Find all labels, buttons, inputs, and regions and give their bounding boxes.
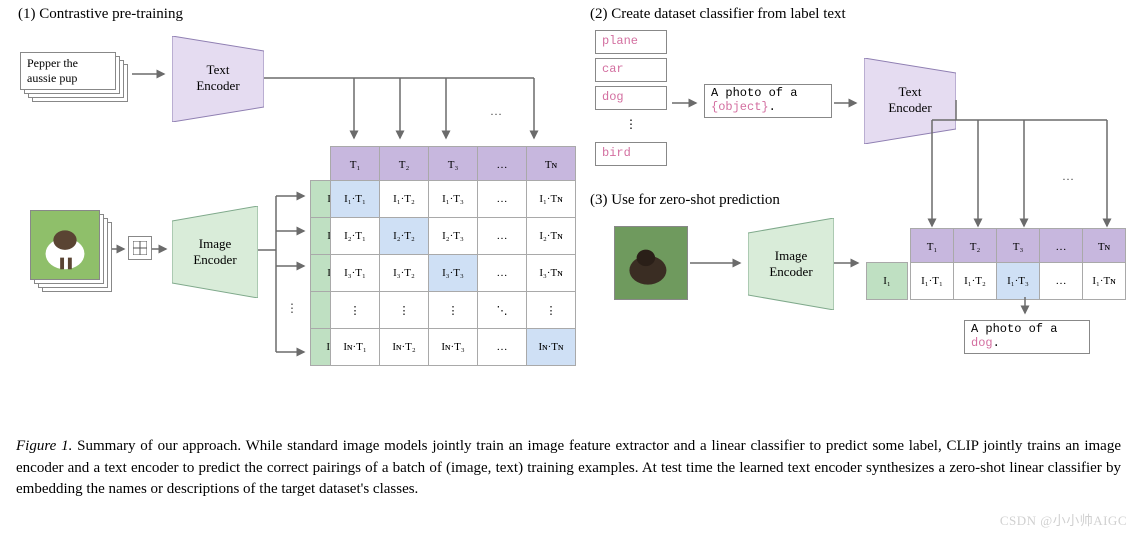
matrix-cell: I₁·Tɴ bbox=[527, 181, 576, 218]
matrix-cell: Iɴ·T₁ bbox=[331, 329, 380, 366]
matrix-cell: ⋱ bbox=[478, 292, 527, 329]
class-label: ⋮ bbox=[595, 114, 667, 138]
matrix-cell: I₁·T₂ bbox=[380, 181, 429, 218]
class-label: car bbox=[595, 58, 667, 82]
p1-image-encoder: Image Encoder bbox=[172, 206, 258, 298]
prompt-prefix: A photo of a bbox=[711, 86, 797, 100]
t-header-cell: … bbox=[478, 147, 527, 184]
section-1-title: (1) Contrastive pre-training bbox=[18, 6, 183, 23]
matrix-cell: I₁·T₃ bbox=[429, 181, 478, 218]
caption-body: Summary of our approach. While standard … bbox=[16, 438, 1121, 498]
t-header-cell: T₁ bbox=[911, 229, 954, 266]
p2-label-list: plane car dog ⋮ bird bbox=[595, 30, 667, 170]
arrow-icon bbox=[152, 244, 170, 254]
matrix-cell: … bbox=[478, 218, 527, 255]
svg-text:⋮: ⋮ bbox=[286, 301, 298, 315]
p3-query-image bbox=[614, 226, 688, 300]
grid-icon bbox=[128, 236, 152, 260]
result-word: dog bbox=[971, 336, 993, 350]
row-cell: … bbox=[1040, 263, 1083, 300]
svg-text:Encoder: Encoder bbox=[193, 252, 237, 267]
matrix-cell: ⋮ bbox=[331, 292, 380, 329]
t-header-cell: T₂ bbox=[380, 147, 429, 184]
t-header-cell: T₂ bbox=[954, 229, 997, 266]
row-cell: I₁·T₂ bbox=[954, 263, 997, 300]
prompt-object: {object} bbox=[711, 100, 769, 114]
figure-root: (1) Contrastive pre-training (2) Create … bbox=[0, 0, 1137, 535]
svg-text:Encoder: Encoder bbox=[196, 78, 240, 93]
matrix-cell: I₁·T₁ bbox=[331, 181, 380, 218]
arrow-icon bbox=[690, 258, 746, 268]
t-header-cell: T₃ bbox=[429, 147, 478, 184]
p1-image-stack bbox=[30, 210, 116, 296]
arrow-icon bbox=[834, 98, 862, 108]
p3-image-encoder: Image Encoder bbox=[748, 218, 834, 310]
svg-text:Text: Text bbox=[899, 84, 922, 99]
svg-text:Image: Image bbox=[775, 248, 808, 263]
section-2-title: (2) Create dataset classifier from label… bbox=[590, 6, 846, 23]
class-label: bird bbox=[595, 142, 667, 166]
matrix-cell: ⋮ bbox=[527, 292, 576, 329]
matrix-cell: I₂·Tɴ bbox=[527, 218, 576, 255]
t-header-cell: Tɴ bbox=[527, 147, 576, 184]
matrix-cell: … bbox=[478, 329, 527, 366]
result-suffix: . bbox=[993, 336, 1000, 350]
section-3-title: (3) Use for zero-shot prediction bbox=[590, 192, 780, 209]
matrix-cell: Iɴ·Tɴ bbox=[527, 329, 576, 366]
caption-lead: Figure 1. bbox=[16, 438, 72, 454]
figure-caption: Figure 1. Summary of our approach. While… bbox=[16, 436, 1121, 501]
t-header-cell: T₃ bbox=[997, 229, 1040, 266]
p2-prompt-template: A photo of a {object}. bbox=[704, 84, 832, 118]
p3-t-header: T₁T₂T₃…Tɴ bbox=[910, 228, 1126, 266]
matrix-cell: I₂·T₁ bbox=[331, 218, 380, 255]
class-label: plane bbox=[595, 30, 667, 54]
p3-result: A photo of a dog. bbox=[964, 320, 1090, 354]
arrow-icon bbox=[112, 244, 128, 254]
arrow-icon bbox=[834, 258, 864, 268]
prompt-suffix: . bbox=[769, 100, 776, 114]
watermark: CSDN @小小帅AIGC bbox=[1000, 510, 1127, 529]
matrix-cell: I₂·T₃ bbox=[429, 218, 478, 255]
arrow-icon bbox=[1020, 297, 1030, 319]
arrow-icon bbox=[672, 98, 702, 108]
matrix-cell: ⋮ bbox=[380, 292, 429, 329]
t-header-cell: T₁ bbox=[331, 147, 380, 184]
p3-i-label: I₁ bbox=[867, 263, 908, 300]
arrow-icon bbox=[132, 68, 170, 80]
p1-text-encoder: Text Encoder bbox=[172, 36, 264, 122]
p3-row: I₁·T₁I₁·T₂I₁·T₃…I₁·Tɴ bbox=[910, 262, 1126, 300]
t-header-cell: … bbox=[1040, 229, 1083, 266]
t-header-cell: Tɴ bbox=[1083, 229, 1126, 266]
row-cell: I₁·T₃ bbox=[997, 263, 1040, 300]
svg-text:Encoder: Encoder bbox=[769, 264, 813, 279]
result-prefix: A photo of a bbox=[971, 322, 1057, 336]
svg-text:Text: Text bbox=[207, 62, 230, 77]
dog-photo-icon bbox=[30, 210, 100, 280]
row-cell: I₁·Tɴ bbox=[1083, 263, 1126, 300]
arrow-branch-icon: … bbox=[264, 60, 564, 150]
p1-text-card: Pepper the aussie pup bbox=[20, 52, 116, 90]
arrow-branch-icon: ⋮ bbox=[258, 176, 318, 376]
matrix-cell: … bbox=[478, 255, 527, 292]
p1-similarity-matrix: I₁·T₁I₁·T₂I₁·T₃…I₁·TɴI₂·T₁I₂·T₂I₂·T₃…I₂·… bbox=[330, 180, 576, 366]
matrix-cell: I₃·T₃ bbox=[429, 255, 478, 292]
svg-text:…: … bbox=[490, 104, 502, 118]
svg-text:Image: Image bbox=[199, 236, 232, 251]
matrix-cell: I₂·T₂ bbox=[380, 218, 429, 255]
matrix-cell: I₃·T₂ bbox=[380, 255, 429, 292]
p1-text-card-stack: Pepper the aussie pup bbox=[20, 52, 132, 112]
matrix-cell: ⋮ bbox=[429, 292, 478, 329]
matrix-cell: Iɴ·T₂ bbox=[380, 329, 429, 366]
svg-text:…: … bbox=[1062, 169, 1074, 183]
p1-t-header: T₁T₂T₃…Tɴ bbox=[330, 146, 576, 184]
matrix-cell: Iɴ·T₃ bbox=[429, 329, 478, 366]
arrow-branch-icon: … bbox=[912, 100, 1132, 240]
class-label: dog bbox=[595, 86, 667, 110]
matrix-cell: I₃·Tɴ bbox=[527, 255, 576, 292]
p3-i-cell: I₁ bbox=[866, 262, 908, 300]
row-cell: I₁·T₁ bbox=[911, 263, 954, 300]
matrix-cell: I₃·T₁ bbox=[331, 255, 380, 292]
matrix-cell: … bbox=[478, 181, 527, 218]
